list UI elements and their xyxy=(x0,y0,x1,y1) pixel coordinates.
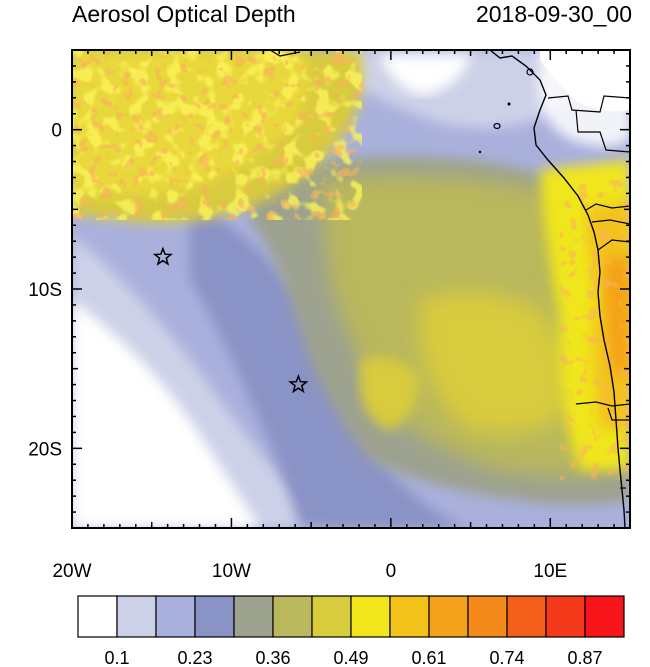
y-tick-label: 20S xyxy=(28,439,62,460)
colorbar-label: 0.1 xyxy=(104,648,129,667)
colorbar-swatch xyxy=(506,595,547,638)
x-tick-label: 10W xyxy=(212,561,251,582)
colorbar-swatch xyxy=(311,595,352,638)
colorbar-swatch xyxy=(545,595,586,638)
aod-field xyxy=(72,50,630,528)
star-marker-north xyxy=(152,246,174,266)
colorbar-label: 0.87 xyxy=(567,648,602,667)
colorbar-swatch xyxy=(272,595,313,638)
colorbar-label: 0.49 xyxy=(333,648,368,667)
colorbar-label: 0.36 xyxy=(255,648,290,667)
colorbar-swatch xyxy=(389,595,430,638)
colorbar-swatch xyxy=(467,595,508,638)
x-tick-label: 10E xyxy=(533,561,567,582)
colorbar-label: 0.61 xyxy=(411,648,446,667)
y-tick-label: 10S xyxy=(28,280,62,301)
colorbar-swatch xyxy=(233,595,274,638)
colorbar-label: 0.23 xyxy=(177,648,212,667)
y-tick-label: 0 xyxy=(51,121,62,142)
star-marker-south xyxy=(288,373,309,394)
star-markers xyxy=(152,246,309,394)
axis-ticks xyxy=(72,50,630,528)
colorbar: 0.1 0.23 0.36 0.49 0.61 0.74 0.87 xyxy=(77,595,625,667)
x-tick-label: 20W xyxy=(52,561,91,582)
x-tick-label: 0 xyxy=(386,561,397,582)
colorbar-swatch xyxy=(116,595,157,638)
colorbar-swatch xyxy=(77,595,118,638)
colorbar-swatch xyxy=(584,595,625,638)
colorbar-swatch xyxy=(350,595,391,638)
colorbar-swatch xyxy=(194,595,235,638)
y-axis-labels: 0 10S 20S xyxy=(28,121,62,461)
map-title: Aerosol Optical Depth xyxy=(72,1,296,27)
x-axis-labels: 20W 10W 0 10E xyxy=(52,561,567,582)
colorbar-swatch xyxy=(428,595,469,638)
colorbar-swatch xyxy=(155,595,196,638)
colorbar-label: 0.74 xyxy=(489,648,524,667)
map-timestamp: 2018-09-30_00 xyxy=(475,1,632,27)
coastline xyxy=(489,50,626,528)
